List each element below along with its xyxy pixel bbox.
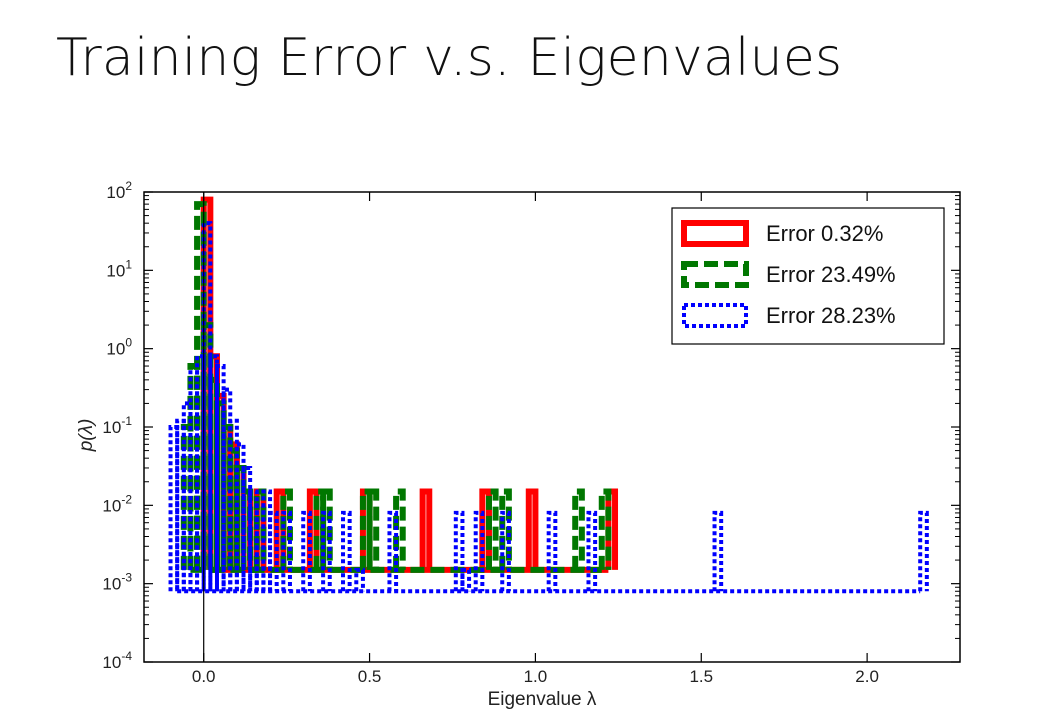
y-axis-label: p(λ) — [76, 419, 97, 453]
series-1-bin — [273, 488, 287, 570]
series-1-bin — [419, 488, 433, 570]
series-3-bin — [354, 567, 365, 592]
legend-swatch — [682, 303, 748, 328]
series-1-bin — [525, 488, 539, 570]
series-3-bin — [208, 354, 219, 592]
series-3-bin — [241, 465, 253, 592]
x-tick-label: 1.5 — [689, 667, 713, 686]
slide-title: Training Error v.s. Eigenvalues — [56, 28, 843, 88]
series-2-bin — [598, 488, 612, 570]
series-2-bin — [485, 488, 499, 570]
x-tick-label: 1.0 — [524, 667, 548, 686]
series-2-bin — [313, 488, 327, 570]
series-2-bin — [359, 488, 373, 570]
series-3-bin — [453, 510, 465, 592]
series-3-bin — [460, 567, 472, 592]
y-tick-label: 10-4 — [102, 649, 132, 672]
series-2-bin — [320, 488, 333, 570]
legend-label: Error 28.23% — [766, 303, 896, 328]
axes-layer: 10-4 10-3 10-2 10-1 100 101 102 0.0 0.5 1.0 1.5 2.0… — [76, 179, 961, 710]
series-2-bin — [499, 488, 512, 570]
legend-swatch — [681, 220, 749, 247]
series-3-bin — [546, 510, 558, 592]
y-tick-label: 102 — [106, 179, 132, 202]
y-tick-label: 10-3 — [102, 571, 132, 594]
series-2-bin — [253, 488, 267, 570]
y-tick-label: 101 — [106, 257, 132, 280]
legend-label: Error 23.49% — [766, 262, 896, 287]
y-tick-label: 100 — [106, 336, 132, 359]
series-2-bin — [280, 488, 293, 570]
x-tick-label: 0.5 — [358, 667, 382, 686]
series-3-bin — [586, 510, 598, 592]
series-2-bin — [366, 488, 380, 570]
x-tick-label: 0.0 — [192, 667, 216, 686]
series-1-bin — [306, 488, 320, 570]
y-tick-label: 10-1 — [102, 414, 132, 437]
legend-label: Error 0.32% — [766, 221, 883, 246]
series-1-bin — [479, 488, 492, 570]
x-tick-label: 2.0 — [855, 667, 879, 686]
legend-swatch — [681, 261, 749, 288]
legend-box — [671, 207, 945, 345]
series-3-bin — [168, 425, 180, 592]
series-3-bin — [712, 510, 724, 592]
series-2-bin — [572, 488, 585, 570]
legend: Error 0.32% Error 23.49% Error 28.23% — [671, 207, 945, 345]
series-2-bin — [393, 488, 406, 570]
series-3-bin — [918, 510, 929, 592]
series-3-bin — [341, 510, 352, 592]
x-axis-label: Eigenvalue λ — [488, 689, 597, 710]
y-tick-label: 10-2 — [102, 492, 132, 515]
